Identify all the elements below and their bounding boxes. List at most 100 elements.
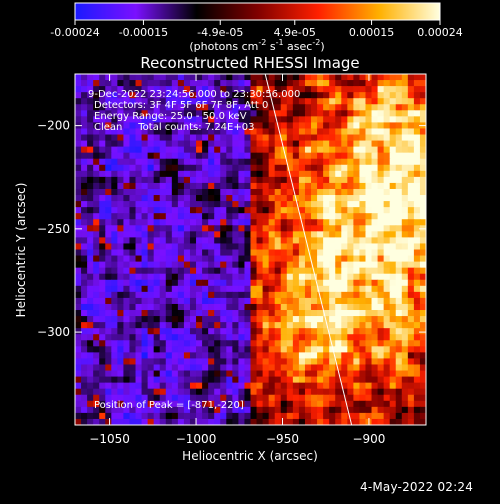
heatmap-cell: [419, 74, 426, 81]
heatmap-cell: [220, 400, 227, 408]
heatmap-cell: [365, 412, 373, 420]
heatmap-cell: [292, 406, 300, 414]
heatmap-cell: [280, 328, 288, 335]
heatmap-cell: [359, 388, 367, 396]
heatmap-cell: [177, 303, 185, 311]
heatmap-cell: [177, 243, 185, 251]
heatmap-cell: [359, 201, 367, 208]
heatmap-cell: [262, 364, 270, 372]
heatmap-cell: [93, 80, 100, 87]
heatmap-cell: [99, 328, 106, 335]
heatmap-cell: [196, 231, 203, 238]
heatmap-cell: [75, 86, 82, 93]
heatmap-cell: [268, 158, 276, 166]
heatmap-cell: [244, 267, 252, 275]
heatmap-cell: [377, 388, 385, 396]
heatmap-cell: [105, 358, 112, 366]
heatmap-cell: [250, 418, 258, 425]
heatmap-cell: [208, 291, 215, 299]
heatmap-cell: [171, 297, 179, 305]
heatmap-cell: [371, 279, 379, 287]
heatmap-cell: [335, 116, 342, 124]
heatmap-cell: [220, 140, 227, 148]
heatmap-cell: [311, 92, 318, 99]
heatmap-cell: [111, 225, 118, 232]
heatmap-cell: [165, 382, 173, 390]
heatmap-cell: [189, 249, 197, 257]
heatmap-cell: [407, 164, 415, 172]
heatmap-cell: [280, 237, 288, 245]
heatmap-cell: [383, 261, 391, 269]
heatmap-cell: [353, 310, 361, 317]
heatmap-cell: [419, 358, 426, 366]
heatmap-cell: [371, 249, 379, 257]
heatmap-cell: [365, 170, 373, 178]
heatmap-cell: [226, 128, 233, 136]
heatmap-cell: [183, 116, 191, 124]
heatmap-cell: [81, 134, 88, 142]
heatmap-cell: [87, 182, 94, 190]
heatmap-cell: [232, 291, 239, 299]
heatmap-cell: [353, 412, 361, 420]
heatmap-cell: [111, 279, 118, 287]
heatmap-cell: [135, 164, 143, 172]
heatmap-cell: [377, 285, 385, 293]
heatmap-cell: [286, 394, 294, 402]
heatmap-cell: [311, 340, 318, 347]
heatmap-cell: [359, 364, 367, 372]
heatmap-cell: [413, 279, 421, 287]
heatmap-cell: [353, 328, 361, 335]
heatmap-cell: [177, 346, 185, 353]
heatmap-cell: [183, 104, 191, 111]
heatmap-cell: [250, 201, 258, 208]
heatmap-cell: [311, 267, 318, 275]
heatmap-cell: [395, 297, 403, 305]
heatmap-cell: [341, 412, 348, 420]
heatmap-cell: [413, 346, 421, 353]
heatmap-cell: [214, 74, 221, 81]
heatmap-cell: [256, 146, 264, 154]
heatmap-cell: [81, 140, 88, 148]
heatmap-cell: [353, 237, 361, 245]
heatmap-cell: [419, 92, 426, 99]
heatmap-cell: [141, 400, 149, 408]
heatmap-cell: [323, 303, 330, 311]
heatmap-cell: [93, 243, 100, 251]
heatmap-cell: [413, 291, 421, 299]
heatmap-cell: [99, 237, 106, 245]
heatmap-cell: [335, 207, 342, 214]
heatmap-cell: [365, 328, 373, 335]
heatmap-cell: [75, 406, 82, 414]
heatmap-cell: [371, 134, 379, 142]
heatmap-cell: [135, 231, 143, 238]
heatmap-cell: [189, 303, 197, 311]
heatmap-cell: [413, 140, 421, 148]
heatmap-cell: [274, 334, 282, 341]
heatmap-cell: [250, 146, 258, 154]
heatmap-cell: [335, 249, 342, 257]
heatmap-cell: [117, 358, 125, 366]
heatmap-cell: [99, 370, 106, 378]
heatmap-cell: [81, 152, 88, 160]
heatmap-cell: [189, 116, 197, 124]
heatmap-cell: [202, 279, 209, 287]
heatmap-cell: [395, 207, 403, 214]
heatmap-cell: [359, 291, 367, 299]
heatmap-cell: [401, 158, 409, 166]
heatmap-cell: [159, 207, 167, 214]
heatmap-cell: [353, 249, 361, 257]
heatmap-cell: [268, 340, 276, 347]
heatmap-cell: [274, 207, 282, 214]
heatmap-cell: [117, 267, 125, 275]
heatmap-cell: [419, 340, 426, 347]
heatmap-cell: [208, 74, 215, 81]
heatmap-cell: [298, 376, 306, 384]
y-axis-label: Heliocentric Y (arcsec): [14, 183, 28, 318]
heatmap-cell: [377, 267, 385, 275]
heatmap-cell: [189, 110, 197, 117]
heatmap-cell: [371, 418, 379, 425]
heatmap-cell: [262, 146, 270, 154]
heatmap-cell: [298, 243, 306, 251]
heatmap-cell: [129, 237, 137, 245]
heatmap-cell: [395, 394, 403, 402]
